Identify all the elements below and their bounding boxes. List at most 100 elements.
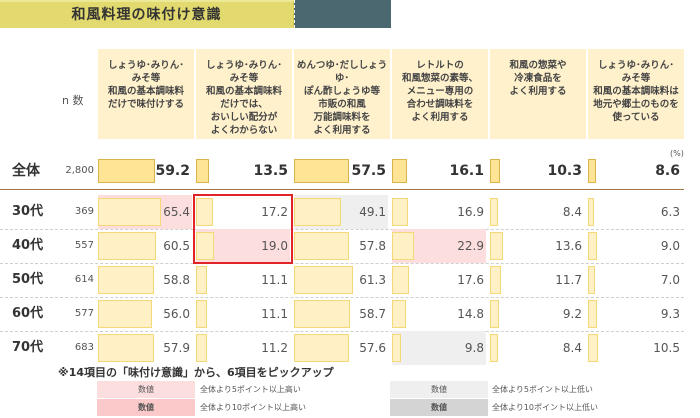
cell-value: 56.0	[163, 307, 190, 321]
cell-value: 57.9	[163, 341, 190, 355]
column-header: めんつゆ･だししょうゆ･ ぽん酢しょうゆ等 市販の和風 万能調味料を よく利用す…	[294, 49, 390, 139]
cell-value: 16.9	[457, 205, 484, 219]
bar	[98, 266, 155, 294]
bar	[98, 159, 155, 183]
data-cell: 9.2	[490, 297, 584, 331]
data-cell: 8.4	[490, 331, 584, 365]
bar	[98, 198, 161, 226]
cell-value: 9.0	[660, 239, 680, 253]
data-cell: 17.6	[392, 263, 486, 297]
bar	[294, 300, 351, 328]
total-divider	[0, 189, 684, 190]
row-label: 40代	[12, 238, 44, 253]
cell-value: 14.8	[457, 307, 484, 321]
data-cell: 16.9	[392, 195, 486, 229]
bar	[490, 232, 504, 260]
column-header: しょうゆ･みりん･ みそ等 和風の基本調味料は 地元や郷土のものを 使っている	[588, 49, 684, 139]
cell-value: 7.0	[660, 273, 680, 287]
table-row: 60代 577 56.0 11.1 58.7 14.8 9.2 9.3	[0, 297, 700, 331]
bar	[490, 198, 499, 226]
cell-value: 57.6	[359, 341, 386, 355]
bar	[588, 232, 597, 260]
cell-value: 19.0	[261, 239, 288, 253]
banner-decoration	[294, 0, 391, 28]
cell-value: 11.1	[261, 307, 288, 321]
cell-value: 8.4	[562, 341, 582, 355]
data-cell: 57.5	[294, 156, 388, 186]
bar	[294, 334, 350, 362]
cell-value: 8.4	[562, 205, 582, 219]
bar	[98, 334, 154, 362]
cell-value: 11.2	[261, 341, 288, 355]
row-n-count: 2,800	[65, 165, 94, 176]
data-cell: 58.7	[294, 297, 388, 331]
cell-value: 16.1	[449, 163, 484, 179]
data-cell: 8.4	[490, 195, 584, 229]
legend-swatch-5-higher: 数値	[97, 381, 195, 398]
row-label: 70代	[12, 340, 44, 355]
data-cell: 57.9	[98, 331, 192, 365]
n-count-header: n 数	[62, 94, 84, 107]
bar	[392, 232, 414, 260]
legend-swatch-10-lower: 数値	[390, 399, 488, 416]
data-cell: 22.9	[392, 229, 486, 263]
highlight-box	[193, 194, 293, 264]
cell-value: 6.3	[660, 205, 680, 219]
row-label: 全体	[12, 163, 40, 179]
bar	[196, 198, 213, 226]
data-cell: 14.8	[392, 297, 486, 331]
data-cell: 57.8	[294, 229, 388, 263]
bar	[392, 198, 409, 226]
row-n-count: 614	[74, 274, 94, 285]
bar	[196, 266, 207, 294]
data-cell: 17.2	[196, 195, 290, 229]
cell-value: 49.1	[359, 205, 386, 219]
bar	[392, 334, 402, 362]
data-cell: 11.1	[196, 263, 290, 297]
legend-swatch-10-higher: 数値	[97, 399, 195, 416]
cell-value: 65.4	[163, 205, 190, 219]
cell-value: 13.6	[555, 239, 582, 253]
data-cell: 7.0	[588, 263, 682, 297]
bar	[196, 232, 215, 260]
data-cell: 49.1	[294, 195, 388, 229]
table-row: 30代 369 65.4 17.2 49.1 16.9 8.4 6.3	[0, 195, 700, 229]
row-separator	[0, 263, 684, 264]
data-cell: 16.1	[392, 156, 486, 186]
bar	[490, 334, 499, 362]
table-row: 70代 683 57.9 11.2 57.6 9.8 8.4 10.5	[0, 331, 700, 365]
cell-value: 11.7	[555, 273, 582, 287]
cell-value: 59.2	[155, 163, 190, 179]
cell-value: 9.3	[660, 307, 680, 321]
data-cell: 9.3	[588, 297, 682, 331]
data-cell: 11.2	[196, 331, 290, 365]
data-cell: 11.7	[490, 263, 584, 297]
data-cell: 6.3	[588, 195, 682, 229]
cell-value: 57.8	[359, 239, 386, 253]
cell-value: 9.2	[562, 307, 582, 321]
bar	[196, 334, 207, 362]
row-n-count: 683	[74, 342, 94, 353]
column-header: レトルトの 和風惣菜の素等、 メニュー専用の 合わせ調味料を よく利用する	[392, 49, 488, 139]
data-cell: 56.0	[98, 297, 192, 331]
cell-value: 60.5	[163, 239, 190, 253]
cell-value: 13.5	[253, 163, 288, 179]
cell-value: 57.5	[351, 163, 386, 179]
row-n-count: 557	[74, 240, 94, 251]
data-cell: 8.6	[588, 156, 682, 186]
bar	[490, 266, 502, 294]
row-n-count: 577	[74, 308, 94, 319]
row-label: 30代	[12, 204, 44, 219]
data-cell: 13.5	[196, 156, 290, 186]
column-header: 和風の惣菜や 冷凍食品を よく利用する	[490, 49, 586, 139]
cell-value: 58.7	[359, 307, 386, 321]
table-row: 40代 557 60.5 19.0 57.8 22.9 13.6 9.0	[0, 229, 700, 263]
bar	[98, 232, 157, 260]
row-separator	[0, 297, 684, 298]
bar	[588, 300, 597, 328]
legend-swatch-5-lower: 数値	[390, 381, 488, 398]
row-n-count: 369	[74, 206, 94, 217]
cell-value: 10.5	[653, 341, 680, 355]
data-cell: 11.1	[196, 297, 290, 331]
data-cell: 57.6	[294, 331, 388, 365]
